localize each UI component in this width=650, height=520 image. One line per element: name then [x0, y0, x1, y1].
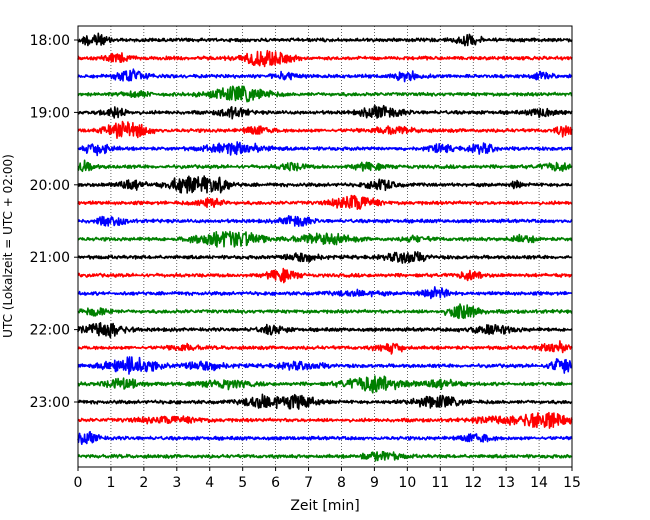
trace-2245: [77, 375, 573, 394]
x-tick-label: 14: [530, 475, 548, 491]
trace-1845: [77, 85, 573, 103]
y-tick-label: 23:00: [30, 395, 70, 411]
trace-2200: [77, 322, 573, 339]
y-tick-label: 20:00: [30, 178, 70, 194]
x-tick-label: 5: [238, 475, 247, 491]
trace-2345: [77, 450, 573, 462]
trace-2000: [77, 175, 573, 194]
x-tick-label: 6: [271, 475, 280, 491]
x-axis-label: Zeit [min]: [290, 498, 359, 514]
x-tick-label: 1: [106, 475, 115, 491]
y-axis-label: UTC (Lokalzeit = UTC + 02:00): [1, 154, 15, 338]
seismogram-traces: [77, 32, 573, 462]
trace-1915: [77, 120, 573, 139]
x-tick-label: 8: [337, 475, 346, 491]
trace-2315: [77, 411, 573, 429]
x-tick-label: 12: [464, 475, 482, 491]
x-tick-label: 11: [431, 475, 449, 491]
trace-2330: [77, 430, 573, 445]
trace-1815: [77, 49, 573, 68]
trace-1900: [77, 104, 573, 120]
trace-2015: [77, 194, 573, 210]
y-tick-label: 18:00: [30, 33, 70, 49]
trace-2030: [77, 215, 573, 227]
trace-1945: [77, 159, 573, 173]
y-tick-label: 19:00: [30, 105, 70, 121]
trace-1930: [77, 141, 573, 157]
trace-1800: [77, 32, 573, 47]
x-tick-label: 9: [370, 475, 379, 491]
x-axis: 0 1 2 3 4 5 6 7 8 9 10 11 12 13 14 15: [74, 467, 581, 491]
x-tick-label: 13: [497, 475, 515, 491]
x-tick-label: 4: [205, 475, 214, 491]
x-tick-label: 15: [563, 475, 581, 491]
trace-2300: [77, 393, 573, 410]
x-tick-label: 7: [304, 475, 313, 491]
x-tick-label: 10: [398, 475, 416, 491]
trace-2100: [77, 251, 573, 264]
y-axis: 18:00 19:00 20:00 21:00 22:00 23:00: [30, 33, 78, 411]
trace-1830: [77, 68, 573, 83]
trace-2045: [77, 230, 573, 248]
x-tick-label: 3: [172, 475, 181, 491]
x-tick-label: 0: [74, 475, 83, 491]
y-tick-label: 21:00: [30, 250, 70, 266]
trace-2230: [77, 356, 573, 375]
trace-2115: [77, 267, 573, 284]
trace-2215: [77, 340, 573, 355]
trace-2145: [77, 303, 573, 320]
plot-frame: [77, 25, 573, 468]
y-tick-label: 22:00: [30, 323, 70, 339]
trace-2130: [77, 286, 573, 300]
x-tick-label: 2: [139, 475, 148, 491]
